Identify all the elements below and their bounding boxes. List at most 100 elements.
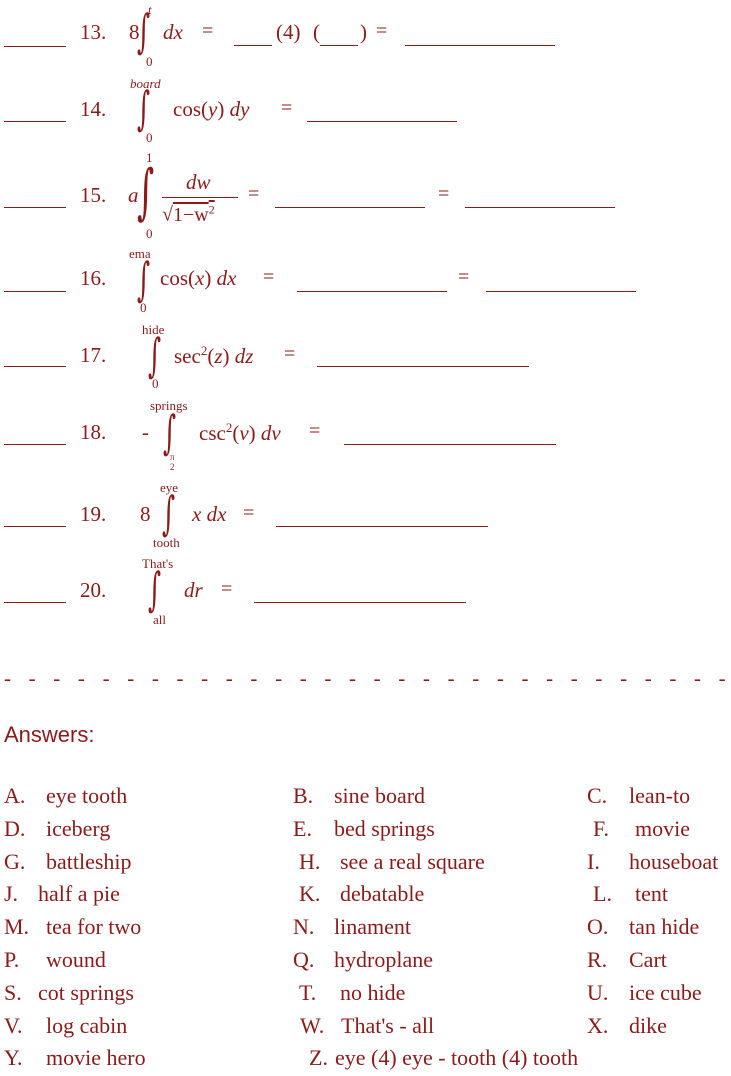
answer-option: S. cot springs — [4, 980, 134, 1006]
lower-limit: tooth — [153, 535, 180, 550]
equals-sign: = — [376, 20, 388, 42]
answer-blank[interactable] — [4, 365, 66, 367]
answer-option: X. dike — [587, 1013, 667, 1039]
answer-text: eye (4) eye - tooth (4) tooth — [335, 1045, 579, 1071]
answer-blank[interactable] — [4, 525, 66, 527]
equals-sign: = — [221, 578, 233, 600]
integrand: csc2(v) dv — [199, 420, 281, 445]
answer-letter: P. — [4, 947, 20, 972]
answer-text: no hide — [340, 979, 406, 1005]
answer-letter: I. — [587, 848, 600, 874]
equals-sign: = — [263, 266, 275, 288]
answer-text: sine board — [334, 783, 426, 808]
answer-text: see a real square — [340, 848, 485, 874]
problem-14: 14. board ∫ 0 cos(y) dy = — [0, 76, 731, 150]
problem-number: 20. — [80, 578, 107, 602]
answer-text: movie hero — [46, 1045, 146, 1071]
answer-letter: O. — [587, 914, 609, 940]
answer-text: cot springs — [38, 979, 134, 1005]
fraction-denominator: √1−w2 — [162, 202, 215, 226]
fill-blank[interactable] — [275, 206, 425, 208]
answer-letter: R. — [587, 947, 608, 972]
integrand: cos(y) dy — [173, 97, 250, 121]
coefficient: a — [128, 183, 139, 207]
equals-sign: = — [284, 343, 296, 365]
coefficient: 8 — [140, 502, 151, 526]
answer-text: battleship — [46, 848, 132, 874]
answer-letter: H. — [299, 848, 321, 874]
fill-blank[interactable] — [465, 206, 615, 208]
answer-letter: D. — [4, 815, 26, 841]
upper-limit: ema — [129, 246, 151, 261]
answer-text: ice cube — [629, 979, 702, 1005]
integral-sign: ∫ — [137, 81, 151, 135]
equals-sign: = — [458, 266, 470, 288]
answer-letter: Q. — [293, 947, 315, 972]
problem-20: 20. That's ∫ all dr = — [0, 555, 731, 627]
answer-blank[interactable] — [4, 443, 66, 445]
answer-option: G. battleship — [4, 849, 132, 875]
lower-limit-denominator: 2 — [170, 462, 175, 472]
answer-option: Z. eye (4) eye - tooth (4) tooth — [309, 1045, 578, 1071]
integrand: sec2(z) dz — [174, 343, 254, 368]
answer-text: bed springs — [334, 815, 435, 841]
fill-blank[interactable] — [317, 365, 529, 367]
answer-letter: A. — [4, 783, 26, 808]
problem-15: 15. 1 a ∫ 0 dw √1−w2 = = — [0, 150, 731, 241]
answer-letter: M. — [4, 914, 30, 940]
integral-sign: ∫ — [163, 405, 177, 459]
answer-option: M. tea for two — [4, 914, 141, 940]
problem-16: 16. ema ∫ 0 cos(x) dx = = — [0, 245, 731, 315]
answer-letter: J. — [4, 881, 19, 907]
answer-text: houseboat — [629, 848, 719, 874]
fill-blank[interactable] — [486, 290, 636, 292]
problem-number: 16. — [80, 266, 107, 290]
equals-sign: = — [281, 97, 293, 119]
upper-limit: That's — [142, 556, 174, 571]
answer-option: N. linament — [293, 914, 411, 940]
equals-sign: = — [438, 183, 450, 205]
answer-text: linament — [334, 914, 411, 940]
answers-heading: Answers: — [4, 722, 95, 747]
fill-blank[interactable] — [276, 525, 488, 527]
answer-text: eye tooth — [46, 783, 128, 808]
answer-option: B. sine board — [293, 783, 425, 809]
answer-option: J. half a pie — [4, 881, 120, 907]
problem-18: 18. - springs ∫ π 2 csc2(v) dv = — [0, 397, 731, 472]
fill-blank[interactable] — [405, 44, 555, 46]
fill-blank[interactable] — [234, 44, 272, 46]
fill-blank[interactable] — [320, 44, 358, 46]
answer-option: Y. movie hero — [4, 1045, 146, 1071]
answer-option: V. log cabin — [4, 1013, 127, 1039]
answer-letter: T. — [299, 979, 317, 1005]
problem-number: 19. — [80, 502, 107, 526]
answer-blank[interactable] — [4, 601, 66, 603]
answer-text: dike — [629, 1012, 667, 1038]
upper-limit: t — [148, 2, 152, 17]
fill-blank[interactable] — [307, 120, 457, 122]
answer-option: P. wound — [4, 947, 106, 973]
answer-letter: B. — [293, 783, 314, 808]
answer-option: K. debatable — [299, 881, 424, 907]
answer-option: F. movie — [593, 816, 690, 842]
answer-blank[interactable] — [4, 290, 66, 292]
answer-letter: G. — [4, 848, 26, 874]
answer-blank[interactable] — [4, 206, 66, 208]
answer-option: I. houseboat — [587, 849, 718, 875]
open-paren: ( — [313, 20, 320, 44]
answer-blank[interactable] — [4, 45, 66, 47]
equals-sign: = — [202, 20, 214, 42]
answer-option: U. ice cube — [587, 980, 702, 1006]
upper-limit: eye — [160, 480, 179, 495]
answer-letter: L. — [593, 881, 612, 907]
answer-letter: E. — [293, 815, 312, 841]
fill-blank[interactable] — [344, 443, 556, 445]
answer-text: half a pie — [38, 881, 120, 907]
middle-factor: (4) — [276, 20, 301, 44]
differential: dx — [163, 20, 183, 44]
lower-limit: all — [153, 612, 166, 627]
answer-blank[interactable] — [4, 120, 66, 122]
answer-letter: Z. — [309, 1045, 328, 1071]
fill-blank[interactable] — [297, 290, 447, 292]
fill-blank[interactable] — [254, 601, 466, 603]
